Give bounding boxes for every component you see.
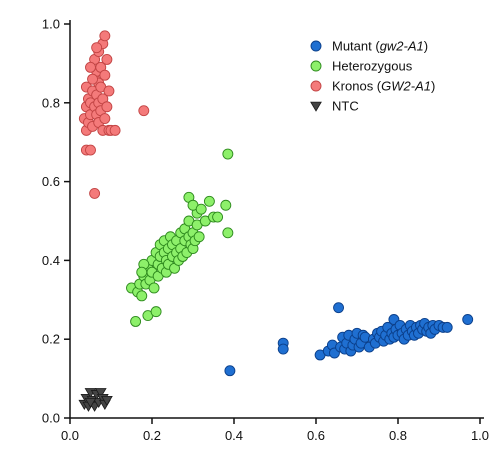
legend-label-part: Mutant ( (332, 39, 380, 54)
y-tick-label: 0.4 (42, 253, 60, 268)
series-0-points (224, 302, 474, 377)
legend: Mutant (gw2-A1) Heterozygous Kronos (GW2-A… (310, 39, 435, 114)
series-1-points (126, 148, 234, 327)
legend-label: Mutant (gw2-A1) (332, 39, 428, 54)
legend-label-part: GW2-A1 (381, 79, 431, 94)
data-point (101, 395, 113, 406)
legend-entry: NTC (310, 99, 359, 114)
series-2-points (78, 30, 150, 199)
data-point (136, 266, 148, 278)
data-point (222, 148, 234, 160)
data-points (78, 30, 474, 412)
data-point (94, 388, 107, 399)
axes: 0.0 0.2 0.4 0.6 0.8 1.0 0.0 0.2 0.4 0.6 0.8 1.0 (42, 17, 489, 444)
y-tick-label: 0.6 (42, 174, 60, 189)
y-tick-label: 0.0 (42, 411, 60, 426)
y-tick-label: 0.8 (42, 95, 60, 110)
legend-label-part: Kronos ( (332, 79, 382, 94)
data-point (222, 227, 234, 239)
legend-label-part: ) (431, 79, 435, 94)
x-tick-label: 1.0 (471, 428, 489, 443)
data-point (109, 124, 121, 136)
data-point (441, 321, 453, 333)
legend-marker (310, 60, 322, 72)
legend-label-part: ) (424, 39, 428, 54)
legend-label-part: gw2-A1 (380, 39, 424, 54)
legend-marker (310, 80, 322, 92)
data-point (91, 42, 103, 54)
data-point (84, 397, 97, 408)
data-point (103, 85, 115, 97)
y-tick-label: 1.0 (42, 17, 60, 32)
data-point (150, 306, 162, 318)
data-point (101, 101, 113, 113)
data-point (87, 73, 99, 85)
data-point (220, 199, 232, 211)
x-tick-label: 0.8 (389, 428, 407, 443)
data-point (148, 282, 160, 294)
data-point (85, 144, 96, 156)
legend-label: Heterozygous (332, 59, 413, 74)
data-point (89, 187, 101, 199)
data-point (193, 231, 205, 243)
data-point (333, 302, 344, 314)
data-point (130, 316, 142, 327)
x-tick-label: 0.2 (143, 428, 161, 443)
data-point (212, 211, 224, 223)
legend-label: NTC (332, 99, 359, 114)
legend-entry: Kronos (GW2-A1) (310, 79, 435, 94)
legend-marker (310, 101, 322, 112)
y-tick-label: 0.2 (42, 332, 60, 347)
data-point (203, 195, 215, 207)
legend-marker (310, 40, 322, 52)
legend-entry: Mutant (gw2-A1) (310, 39, 428, 54)
legend-entry: Heterozygous (310, 59, 413, 74)
x-tick-label: 0.6 (307, 428, 325, 443)
x-tick-label: 0.0 (61, 428, 79, 443)
legend-label-part: NTC (332, 99, 359, 114)
legend-label: Kronos (GW2-A1) (332, 79, 435, 94)
data-point (85, 61, 96, 73)
data-point (138, 105, 150, 117)
data-point (99, 113, 111, 125)
data-point (195, 203, 207, 215)
data-point (277, 343, 289, 355)
data-point (99, 69, 111, 81)
legend-label-part: Heterozygous (332, 59, 413, 74)
series-3-points (78, 388, 113, 412)
data-point (101, 54, 113, 65)
data-point (224, 365, 236, 377)
data-point (99, 30, 111, 42)
data-point (462, 314, 474, 325)
data-point (136, 290, 148, 302)
x-tick-label: 0.4 (225, 428, 243, 443)
